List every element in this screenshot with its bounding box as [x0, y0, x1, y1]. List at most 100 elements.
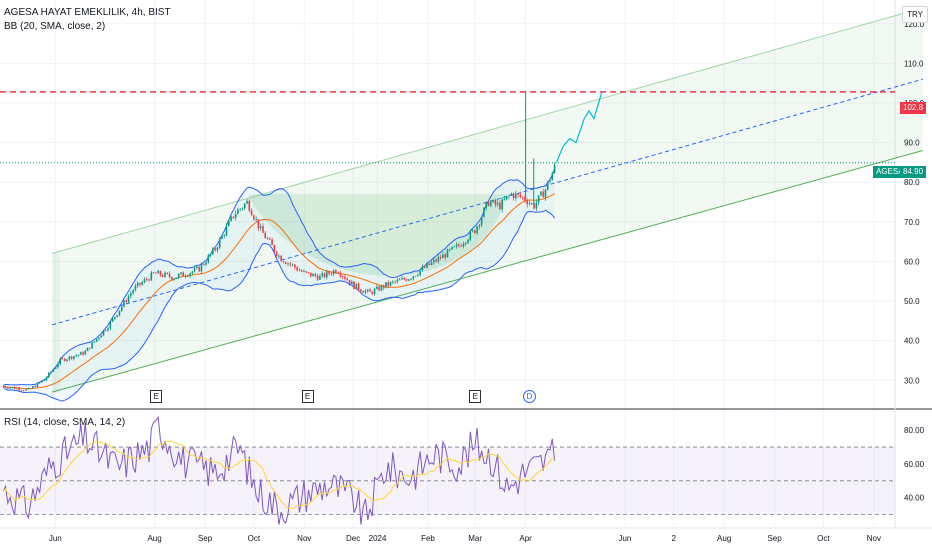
candle-body	[200, 264, 203, 272]
candle-body	[376, 286, 378, 289]
candle-body	[321, 273, 323, 276]
candle-body	[307, 272, 310, 274]
candle-body	[27, 388, 30, 390]
candle-body	[478, 224, 481, 227]
candle-body	[266, 238, 269, 239]
candle-body	[551, 172, 554, 181]
price-tick-label: 60.0	[904, 257, 920, 266]
candle-body	[82, 352, 84, 355]
candle-body	[535, 202, 538, 209]
candle-body	[494, 199, 497, 205]
candle-body	[134, 285, 137, 291]
candle-body	[143, 279, 146, 283]
candle-body	[430, 262, 433, 265]
candle-body	[241, 208, 244, 209]
candle-body	[519, 194, 522, 197]
channel-upper-line	[51, 7, 923, 254]
candle-body	[553, 164, 556, 173]
candle-body	[11, 387, 14, 388]
earnings-marker[interactable]: E	[469, 390, 482, 403]
candle-body	[373, 288, 376, 295]
candle-body	[474, 230, 476, 234]
candle-body	[296, 267, 298, 271]
candle-body	[526, 200, 529, 205]
candle-body	[214, 248, 216, 251]
candle-body	[362, 291, 365, 293]
candle-body	[487, 202, 490, 206]
candle-body	[7, 387, 9, 389]
candle-body	[107, 328, 109, 331]
candle-body	[57, 364, 59, 368]
candle-body	[111, 318, 114, 322]
candle-body	[127, 296, 130, 302]
candle-body	[546, 181, 549, 190]
candle-body	[50, 371, 52, 373]
candle-body	[337, 272, 339, 274]
candle-body	[414, 275, 417, 277]
rsi-tick-label: 60.00	[904, 460, 925, 469]
candle-body	[298, 270, 301, 272]
candle-body	[294, 264, 296, 268]
candle-body	[385, 282, 387, 288]
candle-body	[86, 347, 89, 352]
candle-body	[451, 246, 453, 250]
candle-body	[123, 300, 125, 307]
candle-body	[48, 372, 50, 378]
symbol-title[interactable]: AGESA HAYAT EMEKLILIK, 4h, BIST	[4, 7, 171, 18]
time-tick-label: 2	[671, 534, 676, 543]
candle-body	[446, 249, 449, 258]
candle-body	[512, 193, 515, 199]
candle-body	[426, 263, 428, 268]
candle-body	[182, 272, 185, 277]
candle-body	[202, 264, 205, 266]
candle-body	[139, 282, 141, 285]
candle-body	[198, 266, 200, 272]
candle-body	[89, 347, 91, 349]
candle-body	[116, 315, 118, 318]
candle-body	[392, 281, 394, 283]
symbol-price-label: AGESA	[873, 166, 907, 178]
dividend-marker[interactable]: D	[522, 390, 536, 403]
currency-button[interactable]: TRY	[902, 6, 928, 23]
rsi-tick-label: 80.00	[904, 426, 925, 435]
time-tick-label: Sep	[198, 534, 213, 543]
candle-body	[439, 257, 442, 259]
candle-body	[310, 272, 312, 277]
candle-body	[79, 352, 82, 355]
candle-body	[125, 300, 128, 302]
earnings-marker[interactable]: E	[150, 390, 163, 403]
candle-body	[102, 330, 105, 336]
candle-body	[501, 199, 503, 210]
time-tick-label: Jun	[618, 534, 631, 543]
candle-body	[45, 377, 48, 381]
bb-legend[interactable]: BB (20, SMA, close, 2)	[4, 21, 106, 32]
candle-body	[95, 338, 98, 342]
candle-body	[70, 356, 73, 359]
candle-body	[387, 282, 390, 286]
candle-body	[314, 273, 317, 277]
earnings-marker[interactable]: E	[301, 390, 314, 403]
candle-body	[186, 276, 189, 277]
candle-body	[180, 272, 182, 275]
candle-body	[262, 226, 264, 233]
candle-body	[159, 270, 162, 276]
candle-body	[209, 254, 212, 256]
candle-body	[255, 219, 257, 221]
candle-body	[38, 382, 41, 384]
rsi-tick-label: 40.00	[904, 494, 925, 503]
candle-body	[510, 193, 513, 196]
candle-body	[104, 330, 107, 332]
candle-body	[66, 359, 68, 361]
rsi-legend[interactable]: RSI (14, close, SMA, 14, 2)	[4, 417, 126, 428]
candle-body	[505, 196, 508, 200]
candle-body	[25, 389, 27, 391]
candle-body	[29, 388, 32, 389]
rsi-line	[2, 415, 556, 525]
candle-body	[483, 207, 485, 218]
candle-body	[282, 261, 285, 263]
candle-body	[109, 321, 112, 329]
candle-body	[271, 239, 273, 246]
candle-body	[13, 387, 16, 389]
candle-body	[353, 281, 355, 289]
